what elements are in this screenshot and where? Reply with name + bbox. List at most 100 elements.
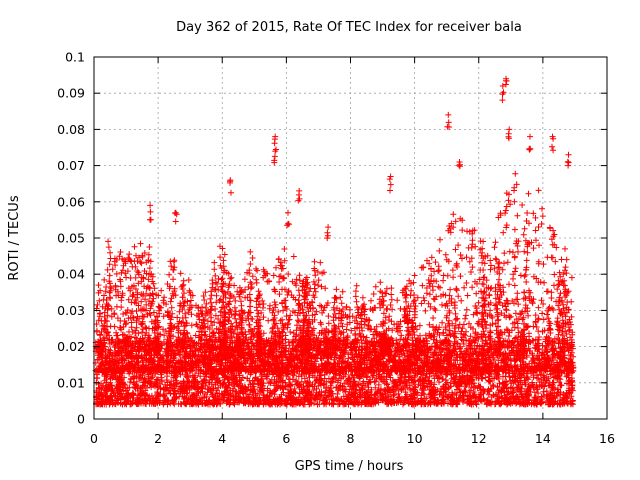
data-point bbox=[525, 190, 532, 197]
data-point bbox=[397, 336, 404, 343]
data-point bbox=[221, 376, 228, 383]
data-point bbox=[313, 385, 320, 392]
data-point bbox=[255, 288, 262, 295]
data-point bbox=[395, 390, 402, 397]
data-point bbox=[512, 265, 519, 272]
data-point bbox=[516, 396, 522, 403]
data-point bbox=[287, 382, 294, 389]
data-point bbox=[113, 385, 120, 392]
data-point bbox=[459, 390, 466, 396]
data-point bbox=[437, 236, 443, 243]
chart-title: Day 362 of 2015, Rate Of TEC Index for r… bbox=[176, 20, 522, 35]
data-point bbox=[383, 290, 390, 297]
data-point bbox=[313, 308, 320, 315]
data-point bbox=[177, 270, 184, 277]
data-point bbox=[558, 256, 565, 263]
data-point bbox=[385, 393, 392, 400]
data-point bbox=[421, 391, 428, 398]
data-point bbox=[271, 391, 278, 398]
data-point bbox=[518, 393, 525, 400]
data-point bbox=[300, 401, 307, 408]
data-point bbox=[153, 376, 160, 383]
data-point bbox=[451, 345, 458, 352]
data-point bbox=[149, 374, 156, 381]
data-point bbox=[213, 390, 219, 396]
data-point bbox=[436, 391, 443, 398]
data-point bbox=[450, 211, 457, 218]
data-point bbox=[125, 296, 132, 303]
data-point bbox=[400, 399, 407, 406]
data-point bbox=[503, 297, 510, 304]
data-point bbox=[154, 390, 161, 397]
data-point bbox=[189, 372, 196, 379]
data-point bbox=[518, 385, 525, 392]
data-point bbox=[377, 279, 384, 286]
data-point bbox=[98, 380, 105, 387]
data-point bbox=[298, 378, 305, 385]
data-point bbox=[389, 306, 396, 313]
data-point bbox=[359, 294, 366, 301]
data-point bbox=[457, 252, 464, 258]
data-point bbox=[388, 291, 395, 298]
data-point bbox=[336, 383, 343, 390]
data-point bbox=[535, 390, 542, 397]
data-point bbox=[372, 384, 379, 391]
data-point bbox=[208, 374, 215, 381]
data-point bbox=[486, 378, 492, 385]
data-point bbox=[507, 384, 514, 391]
data-point bbox=[469, 284, 476, 291]
data-point bbox=[132, 384, 139, 391]
data-point bbox=[161, 294, 168, 301]
data-point bbox=[325, 320, 332, 327]
data-point bbox=[551, 398, 558, 405]
data-point bbox=[384, 381, 391, 388]
data-point bbox=[524, 374, 531, 380]
data-point bbox=[450, 274, 457, 281]
data-point bbox=[301, 375, 308, 382]
data-point bbox=[529, 382, 536, 389]
data-point bbox=[312, 311, 319, 318]
data-point bbox=[519, 400, 526, 407]
data-point bbox=[276, 279, 283, 285]
data-point bbox=[394, 297, 401, 304]
data-point bbox=[287, 329, 294, 335]
data-point bbox=[214, 387, 220, 394]
data-point bbox=[508, 390, 515, 397]
data-point bbox=[312, 378, 319, 385]
data-point bbox=[358, 384, 365, 391]
data-point bbox=[541, 279, 548, 286]
data-point bbox=[398, 387, 405, 393]
data-point bbox=[456, 394, 463, 401]
data-point bbox=[362, 372, 369, 378]
data-point bbox=[184, 373, 191, 380]
data-point bbox=[343, 326, 350, 333]
data-point bbox=[392, 387, 399, 394]
data-point bbox=[539, 342, 546, 349]
data-point bbox=[468, 269, 474, 275]
data-point bbox=[111, 400, 118, 407]
data-point bbox=[526, 385, 533, 391]
data-point bbox=[127, 379, 133, 385]
data-point bbox=[463, 306, 470, 313]
data-point bbox=[506, 373, 513, 380]
data-point bbox=[551, 271, 558, 278]
data-point bbox=[241, 276, 248, 283]
data-points bbox=[92, 75, 577, 408]
data-point bbox=[386, 372, 393, 379]
data-point bbox=[462, 389, 469, 396]
data-point bbox=[339, 383, 346, 390]
data-point bbox=[405, 399, 412, 406]
data-point bbox=[489, 382, 496, 388]
data-point bbox=[539, 213, 546, 220]
data-point bbox=[396, 393, 403, 400]
data-point bbox=[94, 374, 101, 381]
data-point bbox=[426, 291, 433, 298]
data-point bbox=[540, 388, 547, 395]
data-point bbox=[543, 388, 550, 395]
data-point bbox=[232, 297, 239, 304]
data-point bbox=[330, 401, 337, 408]
data-point bbox=[133, 378, 140, 385]
data-point bbox=[375, 399, 382, 406]
data-point bbox=[265, 380, 272, 387]
